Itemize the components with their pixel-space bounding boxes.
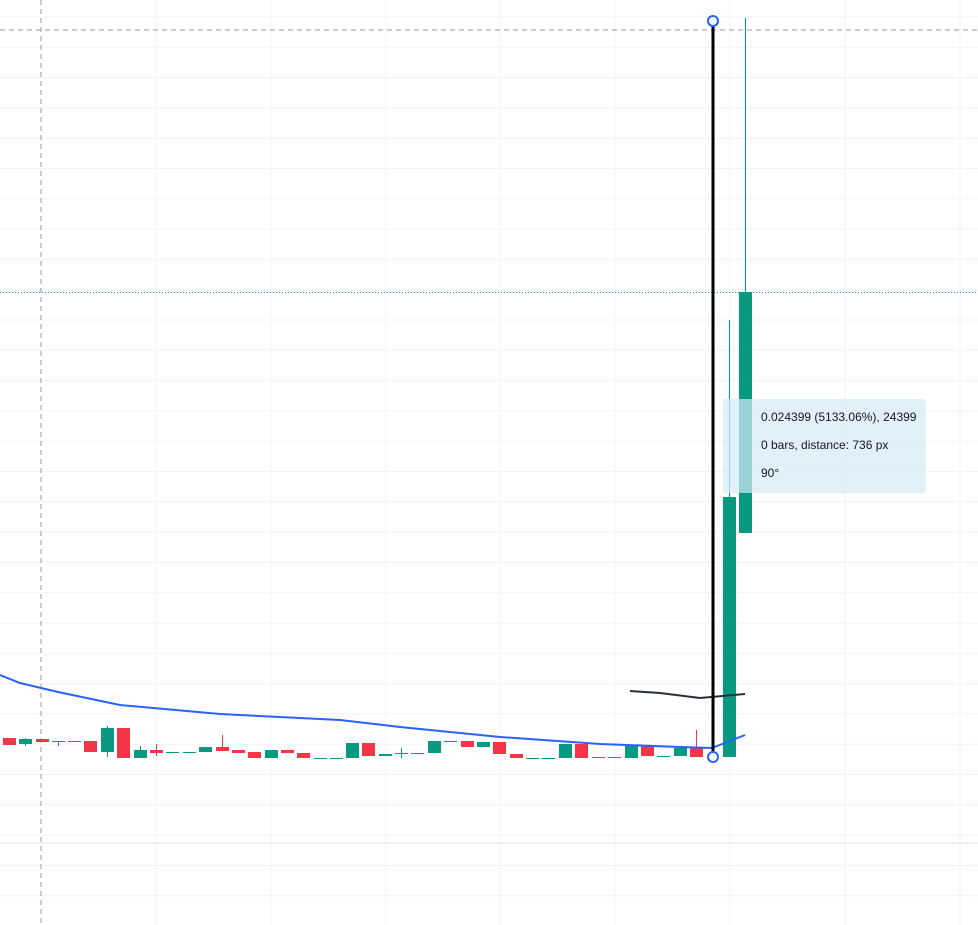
candle-body: [395, 753, 408, 754]
candle-body: [134, 750, 147, 758]
candle-body: [493, 742, 506, 754]
candle-body: [314, 758, 327, 759]
candle-body: [379, 754, 392, 756]
candle-body: [542, 758, 555, 759]
candle-body: [346, 743, 359, 758]
candle-body: [330, 758, 343, 759]
candle-body: [248, 752, 261, 758]
candle-body: [199, 747, 212, 752]
candle-body: [68, 741, 81, 742]
candle-body: [166, 752, 179, 753]
tooltip-box: [723, 399, 926, 493]
candle-body: [36, 739, 49, 742]
candle-body: [657, 756, 670, 757]
candle-body: [411, 753, 424, 754]
candle-body: [183, 752, 196, 753]
candle-body: [592, 757, 605, 758]
candle-body: [84, 741, 97, 752]
candle-body: [117, 728, 130, 758]
tooltip-bars: 0 bars, distance: 736 px: [761, 438, 888, 452]
candle-body: [281, 750, 294, 753]
candle-body: [216, 747, 229, 751]
candle-body: [477, 742, 490, 747]
candle-body: [232, 750, 245, 753]
candle-body: [362, 743, 375, 756]
candle-body: [575, 744, 588, 758]
measure-handle[interactable]: [707, 751, 719, 763]
tooltip-price: 0.024399 (5133.06%), 24399: [761, 410, 917, 424]
candle-body: [52, 741, 65, 742]
candle-body: [19, 739, 32, 744]
candle-body: [150, 750, 163, 753]
candle-body: [641, 745, 654, 756]
moving-average: [0, 674, 746, 750]
candle-body: [723, 497, 736, 757]
candle-body: [101, 728, 114, 752]
candles: [3, 18, 752, 759]
candle-body: [444, 741, 457, 742]
candle-body: [559, 744, 572, 758]
candle-body: [526, 758, 539, 759]
candle-body: [297, 753, 310, 758]
measure-tooltip: 0.024399 (5133.06%), 24399 0 bars, dista…: [723, 399, 926, 493]
candle-body: [265, 750, 278, 758]
candle-body: [608, 757, 621, 758]
candle-body: [3, 738, 16, 745]
tooltip-angle: 90°: [761, 466, 779, 480]
candle-body: [461, 741, 474, 747]
indicator-line: [629, 690, 746, 700]
candle-body: [690, 748, 703, 757]
measure-handle[interactable]: [707, 15, 719, 27]
candle-body: [510, 754, 523, 758]
candle-body: [625, 745, 638, 758]
candle-body: [428, 741, 441, 753]
candle-body: [674, 748, 687, 756]
